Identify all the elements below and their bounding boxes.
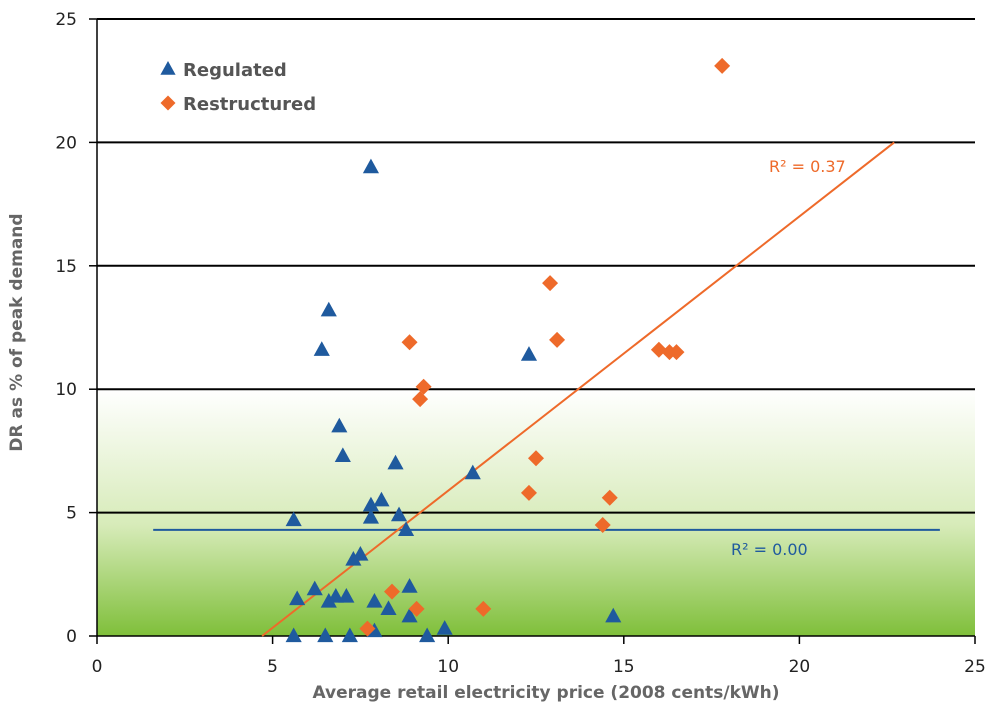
point-regulated-27 <box>436 620 453 635</box>
point-regulated-20 <box>289 590 306 606</box>
point-restructured-12 <box>594 516 611 533</box>
y-tick-5: 5 <box>66 504 77 524</box>
point-regulated-23 <box>380 600 397 615</box>
point-regulated-24 <box>401 607 418 623</box>
point-restructured-16 <box>359 620 376 637</box>
point-restructured-3 <box>401 334 418 351</box>
point-regulated-19 <box>338 588 355 603</box>
point-regulated-4 <box>331 417 348 433</box>
x-tick-5: 5 <box>267 657 278 677</box>
axes <box>89 18 976 644</box>
point-regulated-11 <box>362 509 380 524</box>
point-regulated-2 <box>313 341 330 356</box>
gridlines <box>97 18 975 514</box>
point-restructured-4 <box>650 341 667 358</box>
point-restructured-1 <box>542 275 559 292</box>
y-tick-0: 0 <box>66 627 77 647</box>
trend-labels: R² = 0.00 R² = 0.37 <box>731 157 846 559</box>
legend-label-regulated: Regulated <box>183 60 287 81</box>
point-regulated-15 <box>345 550 362 566</box>
trend-lines <box>153 141 940 637</box>
x-tick-20: 20 <box>789 657 811 677</box>
point-restructured-11 <box>601 489 618 506</box>
point-regulated-22 <box>366 592 383 608</box>
point-regulated-9 <box>362 496 380 512</box>
x-tick-labels: 0 5 10 15 20 25 <box>92 657 986 677</box>
point-regulated-30 <box>341 627 358 643</box>
legend-marker-regulated <box>160 61 176 75</box>
y-axis-title: DR as % of peak demand <box>7 213 27 451</box>
point-regulated-10 <box>390 506 408 522</box>
point-regulated-25 <box>605 607 622 623</box>
x-tick-15: 15 <box>613 657 635 677</box>
point-restructured-14 <box>408 600 425 617</box>
point-restructured-9 <box>528 450 544 467</box>
y-tick-10: 10 <box>55 380 77 400</box>
point-regulated-0 <box>362 158 380 174</box>
r2-label-regulated: R² = 0.00 <box>731 540 808 559</box>
legend-marker-restructured <box>160 95 176 111</box>
point-regulated-13 <box>397 521 415 536</box>
data-points <box>285 57 731 643</box>
point-restructured-0 <box>714 57 731 74</box>
point-restructured-10 <box>520 484 537 501</box>
legend-label-restructured: Restructured <box>183 94 316 115</box>
point-regulated-1 <box>320 301 337 317</box>
y-tick-labels: 0 5 10 15 20 25 <box>55 10 77 647</box>
point-regulated-28 <box>285 627 302 643</box>
point-regulated-31 <box>419 627 436 643</box>
point-regulated-5 <box>334 447 351 462</box>
point-restructured-2 <box>549 331 566 348</box>
point-regulated-16 <box>306 580 323 596</box>
point-regulated-21 <box>320 592 337 608</box>
r2-label-restructured: R² = 0.37 <box>769 157 846 176</box>
point-regulated-29 <box>317 627 334 643</box>
point-restructured-13 <box>384 583 401 600</box>
point-regulated-6 <box>387 454 404 470</box>
y-tick-15: 15 <box>55 257 77 277</box>
x-tick-0: 0 <box>92 657 103 677</box>
point-restructured-8 <box>412 391 429 408</box>
y-tick-20: 20 <box>55 133 77 153</box>
point-regulated-12 <box>285 511 302 527</box>
point-restructured-7 <box>415 378 432 395</box>
trendline-restructured <box>261 141 895 637</box>
point-regulated-3 <box>520 346 538 361</box>
x-tick-25: 25 <box>964 657 986 677</box>
point-restructured-6 <box>668 344 685 361</box>
point-regulated-17 <box>401 578 418 593</box>
point-regulated-8 <box>373 491 390 507</box>
point-regulated-7 <box>464 464 481 480</box>
x-axis-title: Average retail electricity price (2008 c… <box>312 683 779 703</box>
point-restructured-15 <box>475 600 492 617</box>
legend: Regulated Restructured <box>160 60 316 115</box>
x-tick-10: 10 <box>437 657 459 677</box>
y-tick-25: 25 <box>55 10 77 30</box>
